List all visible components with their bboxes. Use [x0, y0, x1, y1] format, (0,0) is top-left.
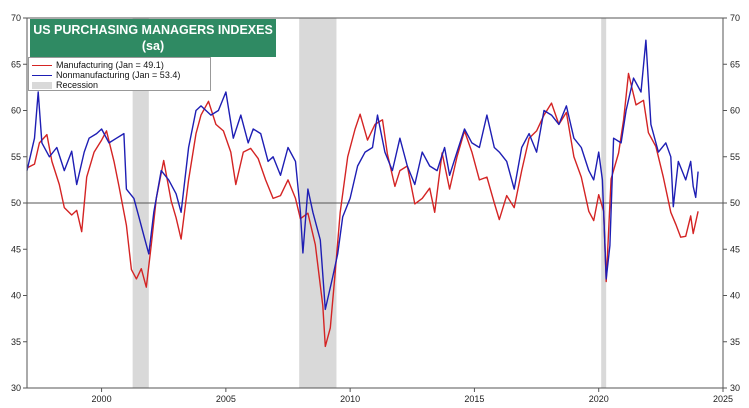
- nonmanufacturing-line: [26, 39, 699, 311]
- y-tick-label-left-40: 40: [11, 291, 21, 301]
- x-tick-label-2025: 2025: [713, 394, 733, 404]
- legend-item-nonmanufacturing: Nonmanufacturing (Jan = 53.4): [32, 70, 180, 80]
- y-tick-label-right-30: 30: [730, 383, 740, 393]
- x-tick-label-2015: 2015: [464, 394, 484, 404]
- y-tick-label-left-45: 45: [11, 244, 21, 254]
- y-tick-label-left-35: 35: [11, 337, 21, 347]
- y-tick-label-right-45: 45: [730, 244, 740, 254]
- y-tick-label-left-70: 70: [11, 13, 21, 23]
- chart-title: US PURCHASING MANAGERS INDEXES: [33, 23, 273, 37]
- y-tick-label-right-40: 40: [730, 291, 740, 301]
- chart-title-box: US PURCHASING MANAGERS INDEXES (sa): [30, 19, 276, 57]
- legend-label-manufacturing: Manufacturing (Jan = 49.1): [56, 60, 164, 70]
- axis-ticks: 30 30 35 35 40 40 45 45 50 50 55 55 60 60 65 65 70 70 2000…: [11, 13, 740, 404]
- y-tick-label-right-55: 55: [730, 152, 740, 162]
- y-tick-label-right-35: 35: [730, 337, 740, 347]
- nonmanufacturing-swatch: [32, 75, 52, 77]
- chart-subtitle: (sa): [141, 39, 165, 53]
- legend-label-recession: Recession: [56, 80, 99, 90]
- x-tick-label-2020: 2020: [589, 394, 609, 404]
- manufacturing-swatch: [32, 65, 52, 67]
- x-tick-label-2005: 2005: [216, 394, 236, 404]
- x-tick-label-2010: 2010: [340, 394, 360, 404]
- y-tick-label-right-70: 70: [730, 13, 740, 23]
- series-lines: [26, 39, 699, 348]
- y-tick-label-left-60: 60: [11, 106, 21, 116]
- manufacturing-line: [26, 72, 699, 348]
- legend-item-recession: Recession: [32, 80, 98, 90]
- y-tick-label-right-65: 65: [730, 59, 740, 69]
- y-tick-label-right-50: 50: [730, 198, 740, 208]
- x-tick-label-2000: 2000: [92, 394, 112, 404]
- y-tick-label-left-55: 55: [11, 152, 21, 162]
- legend: Manufacturing (Jan = 49.1) Nonmanufactur…: [28, 57, 211, 91]
- legend-item-manufacturing: Manufacturing (Jan = 49.1): [32, 60, 164, 70]
- y-tick-label-left-65: 65: [11, 59, 21, 69]
- y-tick-label-left-30: 30: [11, 383, 21, 393]
- recession-swatch: [32, 82, 52, 90]
- y-tick-label-right-60: 60: [730, 106, 740, 116]
- legend-label-nonmanufacturing: Nonmanufacturing (Jan = 53.4): [56, 70, 181, 80]
- y-tick-label-left-50: 50: [11, 198, 21, 208]
